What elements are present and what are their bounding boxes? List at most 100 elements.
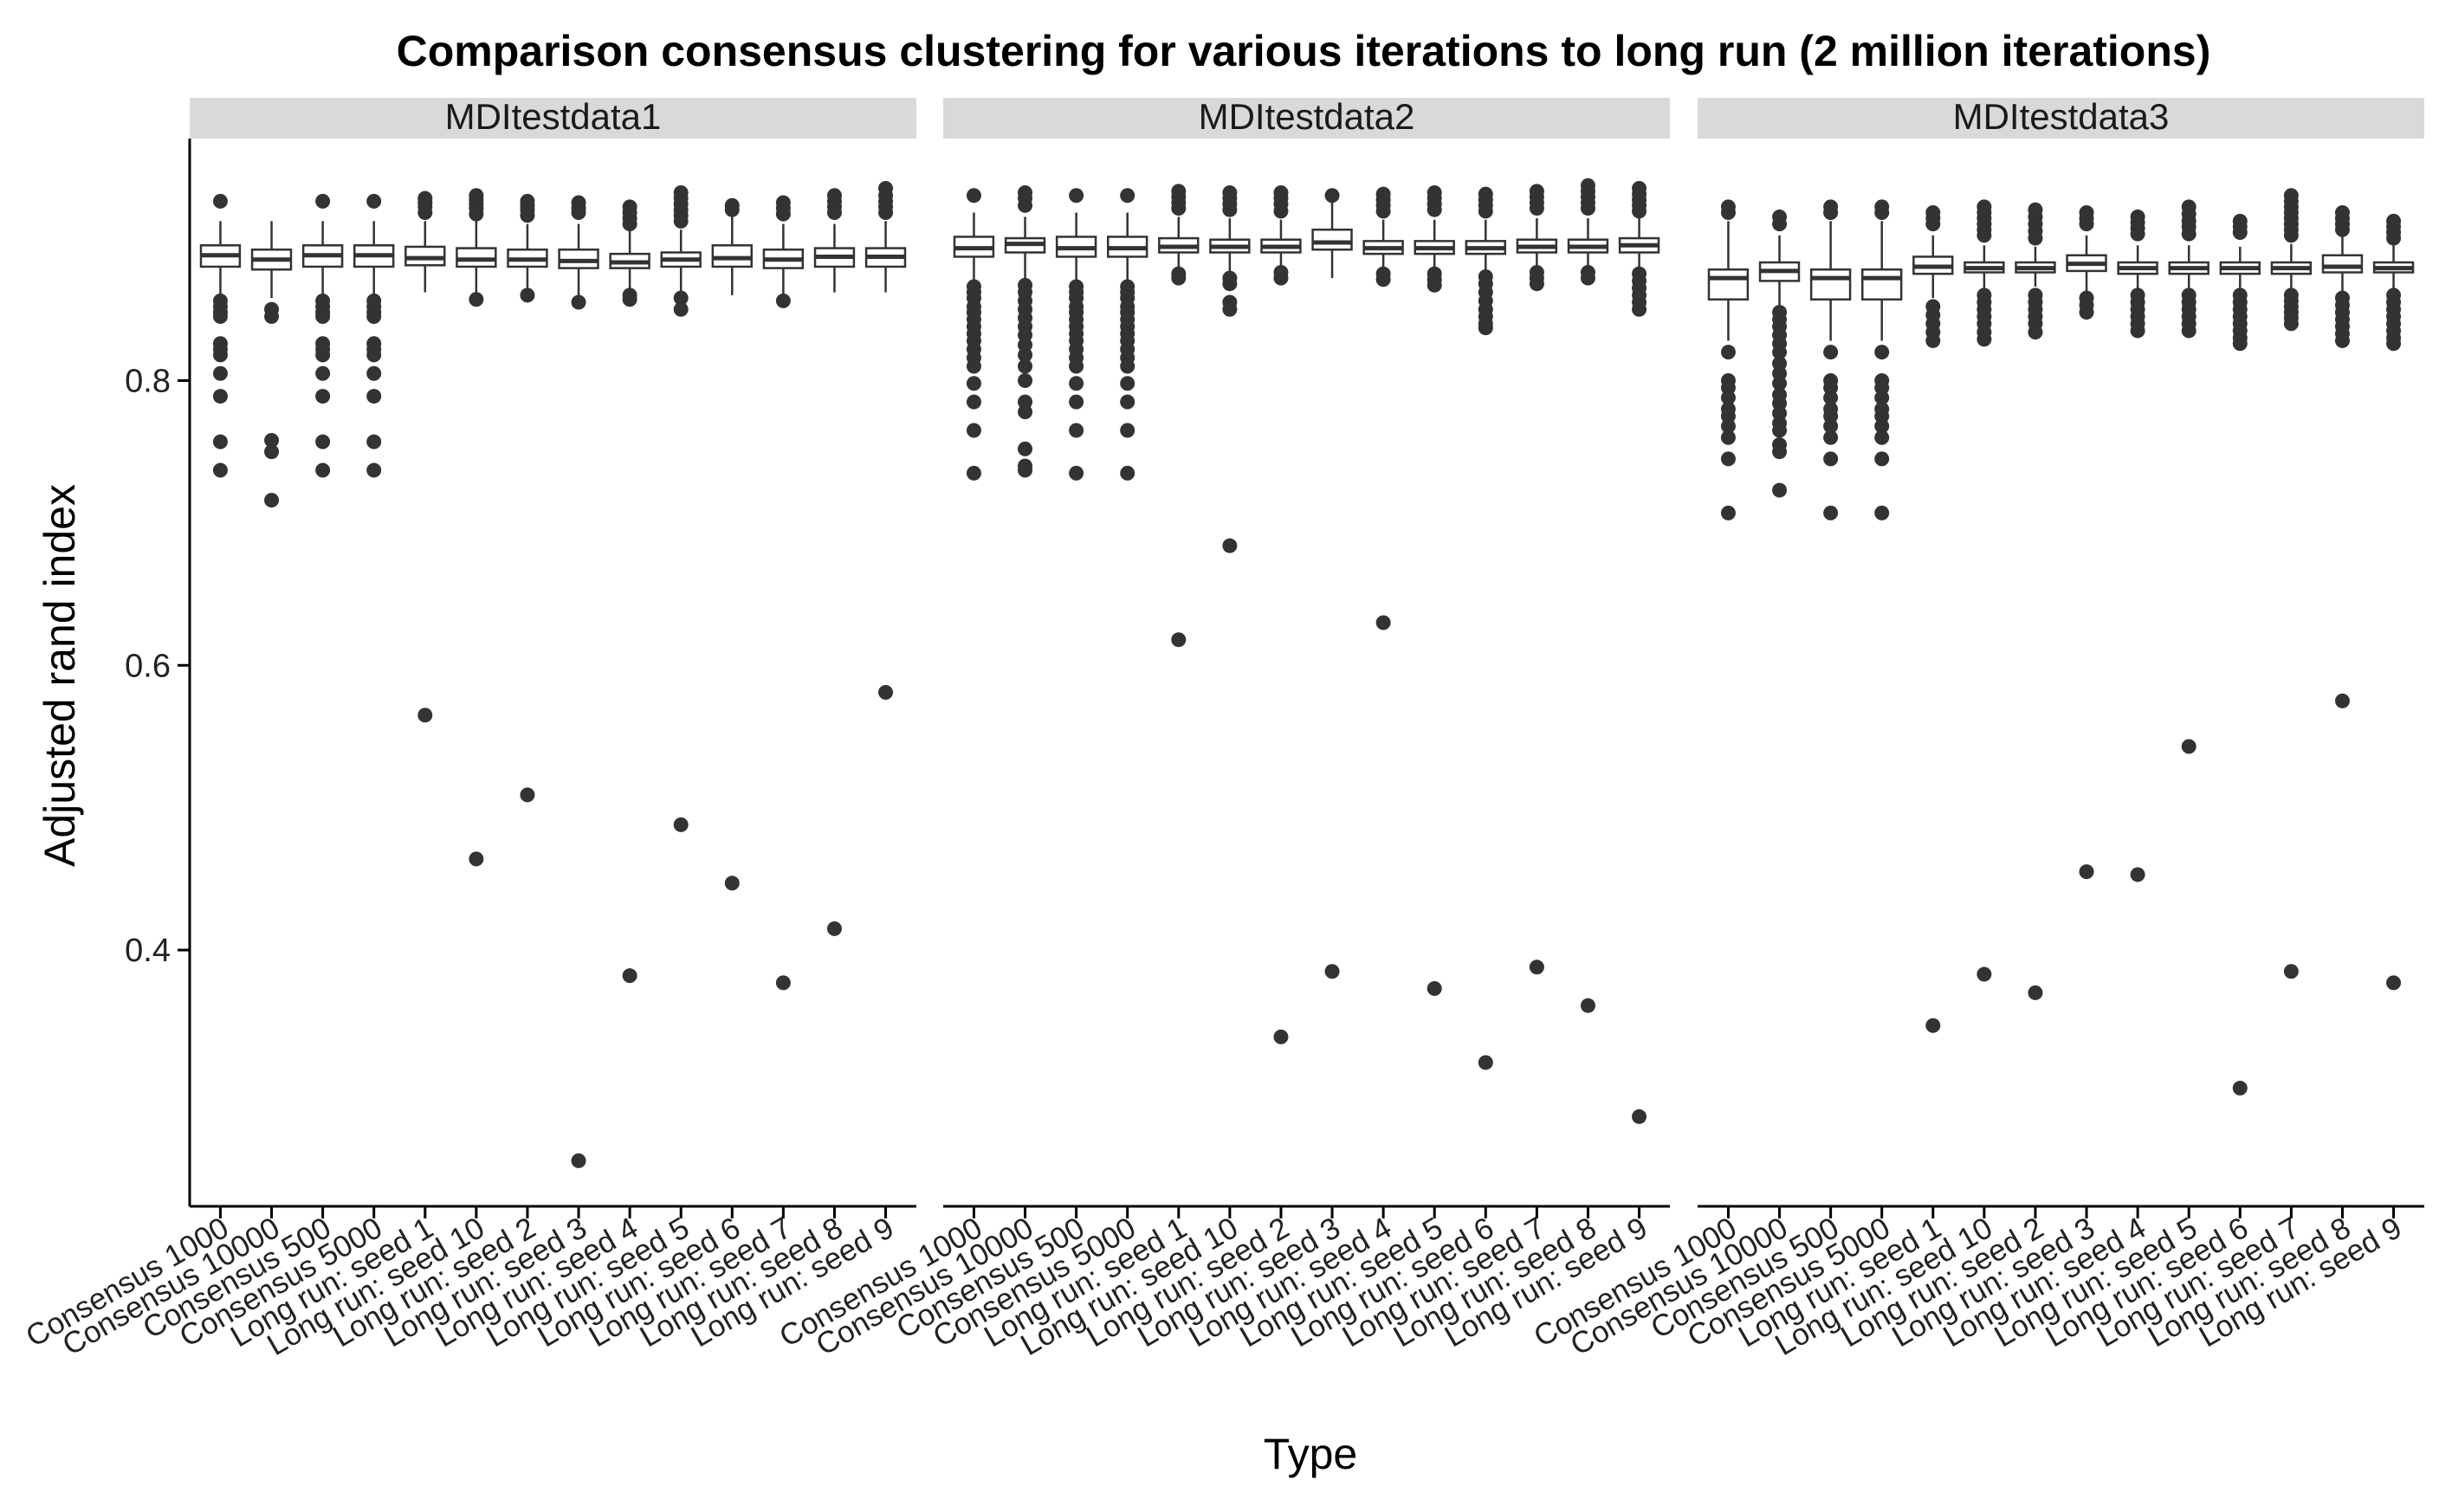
outlier-point — [2232, 225, 2248, 241]
outlier-point — [315, 347, 331, 363]
box-long-run-seed-2 — [2015, 202, 2056, 1000]
outlier-point — [1069, 359, 1084, 374]
box-long-run-seed-4 — [1362, 186, 1404, 630]
outlier-point — [2181, 323, 2196, 339]
outlier-point — [264, 493, 280, 508]
box-consensus-1000 — [1707, 199, 1750, 520]
outlier-point — [1925, 1018, 1941, 1033]
outlier-point — [775, 206, 791, 222]
outlier-point — [1772, 216, 1788, 232]
outlier-point — [366, 193, 382, 209]
box-long-run-seed-3 — [1311, 188, 1353, 979]
outlier-point — [826, 921, 842, 936]
outlier-point — [212, 193, 228, 209]
outlier-point — [966, 394, 981, 410]
outlier-point — [1772, 423, 1788, 438]
box-consensus-1000 — [953, 188, 995, 481]
box-long-run-seed-3 — [2066, 204, 2107, 880]
outlier-point — [1874, 430, 1890, 445]
outlier-point — [1772, 482, 1788, 498]
outlier-point — [2130, 867, 2145, 882]
outlier-point — [1069, 376, 1084, 391]
outlier-point — [315, 389, 331, 404]
outlier-point — [2181, 226, 2196, 242]
outlier-point — [212, 347, 228, 363]
outlier-point — [1874, 451, 1890, 467]
outlier-point — [469, 851, 484, 867]
box-long-run-seed-2 — [1260, 184, 1302, 1044]
outlier-point — [2079, 864, 2094, 880]
outlier-point — [264, 309, 280, 324]
outlier-point — [1018, 441, 1033, 456]
outlier-point — [2079, 305, 2094, 320]
outlier-point — [1720, 345, 1736, 360]
outlier-point — [1529, 201, 1544, 216]
outlier-point — [1720, 204, 1736, 220]
outlier-point — [1823, 390, 1839, 405]
outlier-point — [1976, 228, 1992, 243]
box-long-run-seed-8 — [813, 188, 856, 936]
box-consensus-10000 — [1758, 209, 1801, 498]
box-long-run-seed-7 — [1516, 184, 1558, 975]
box-long-run-seed-10 — [1209, 184, 1251, 553]
y-tick-label: 0.4 — [125, 933, 171, 969]
outlier-point — [1874, 345, 1890, 360]
box-long-run-seed-1 — [1158, 184, 1200, 648]
outlier-point — [366, 347, 382, 363]
outlier-point — [1823, 345, 1839, 360]
outlier-point — [1632, 1108, 1647, 1124]
outlier-point — [1632, 301, 1647, 317]
box-long-run-seed-9 — [1618, 181, 1660, 1124]
box-long-run-seed-9 — [2372, 213, 2415, 991]
outlier-point — [520, 208, 535, 223]
box-long-run-seed-3 — [558, 195, 599, 1168]
outlier-point — [2283, 228, 2299, 243]
outlier-point — [2130, 323, 2145, 339]
outlier-point — [1018, 462, 1033, 478]
outlier-point — [1222, 538, 1238, 553]
outlier-point — [2334, 693, 2350, 708]
outlier-point — [315, 365, 331, 381]
outlier-point — [1171, 632, 1187, 648]
outlier-point — [1375, 204, 1391, 219]
outlier-point — [1069, 465, 1084, 481]
outlier-point — [673, 817, 689, 832]
outlier-point — [1120, 376, 1135, 391]
outlier-point — [366, 389, 382, 404]
outlier-point — [2130, 226, 2145, 242]
outlier-point — [1823, 451, 1839, 467]
outlier-point — [1069, 188, 1084, 204]
outlier-point — [1018, 359, 1033, 374]
outlier-point — [1069, 394, 1084, 410]
outlier-point — [1120, 423, 1135, 438]
box-long-run-seed-5 — [660, 184, 702, 832]
box-consensus-5000 — [1861, 199, 1903, 520]
box-consensus-1000 — [199, 193, 242, 478]
outlier-point — [724, 876, 740, 891]
x-axis-title: Type — [1264, 1430, 1357, 1478]
box-body — [2321, 254, 2364, 274]
outlier-point — [1171, 270, 1187, 286]
outlier-point — [1120, 465, 1135, 481]
outlier-point — [2232, 1081, 2248, 1096]
box-long-run-seed-8 — [1567, 178, 1609, 1013]
outlier-point — [1324, 964, 1340, 979]
outlier-point — [1823, 430, 1839, 445]
outlier-point — [966, 423, 981, 438]
outlier-point — [1273, 270, 1289, 286]
outlier-point — [1772, 444, 1788, 460]
outlier-point — [1529, 960, 1544, 975]
panel-strip-label: MDItestdata2 — [1199, 96, 1415, 137]
box-consensus-5000 — [1107, 188, 1148, 481]
box-consensus-10000 — [250, 221, 293, 508]
box-long-run-seed-9 — [864, 181, 907, 701]
outlier-point — [1427, 202, 1442, 217]
y-tick-label: 0.8 — [125, 363, 171, 399]
outlier-point — [571, 1153, 586, 1168]
box-long-run-seed-5 — [2168, 199, 2209, 754]
outlier-point — [775, 975, 791, 991]
outlier-point — [1120, 188, 1135, 204]
outlier-point — [2079, 216, 2094, 232]
outlier-point — [1874, 390, 1890, 405]
outlier-point — [520, 288, 535, 303]
